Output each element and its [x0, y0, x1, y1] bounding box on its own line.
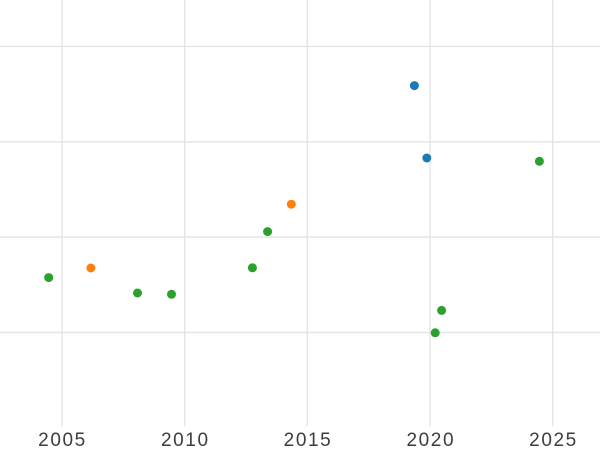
- svg-text:2015: 2015: [284, 430, 333, 450]
- svg-text:2005: 2005: [38, 430, 87, 450]
- svg-text:2010: 2010: [161, 430, 210, 450]
- svg-text:2025: 2025: [529, 430, 578, 450]
- svg-text:2020: 2020: [406, 430, 455, 450]
